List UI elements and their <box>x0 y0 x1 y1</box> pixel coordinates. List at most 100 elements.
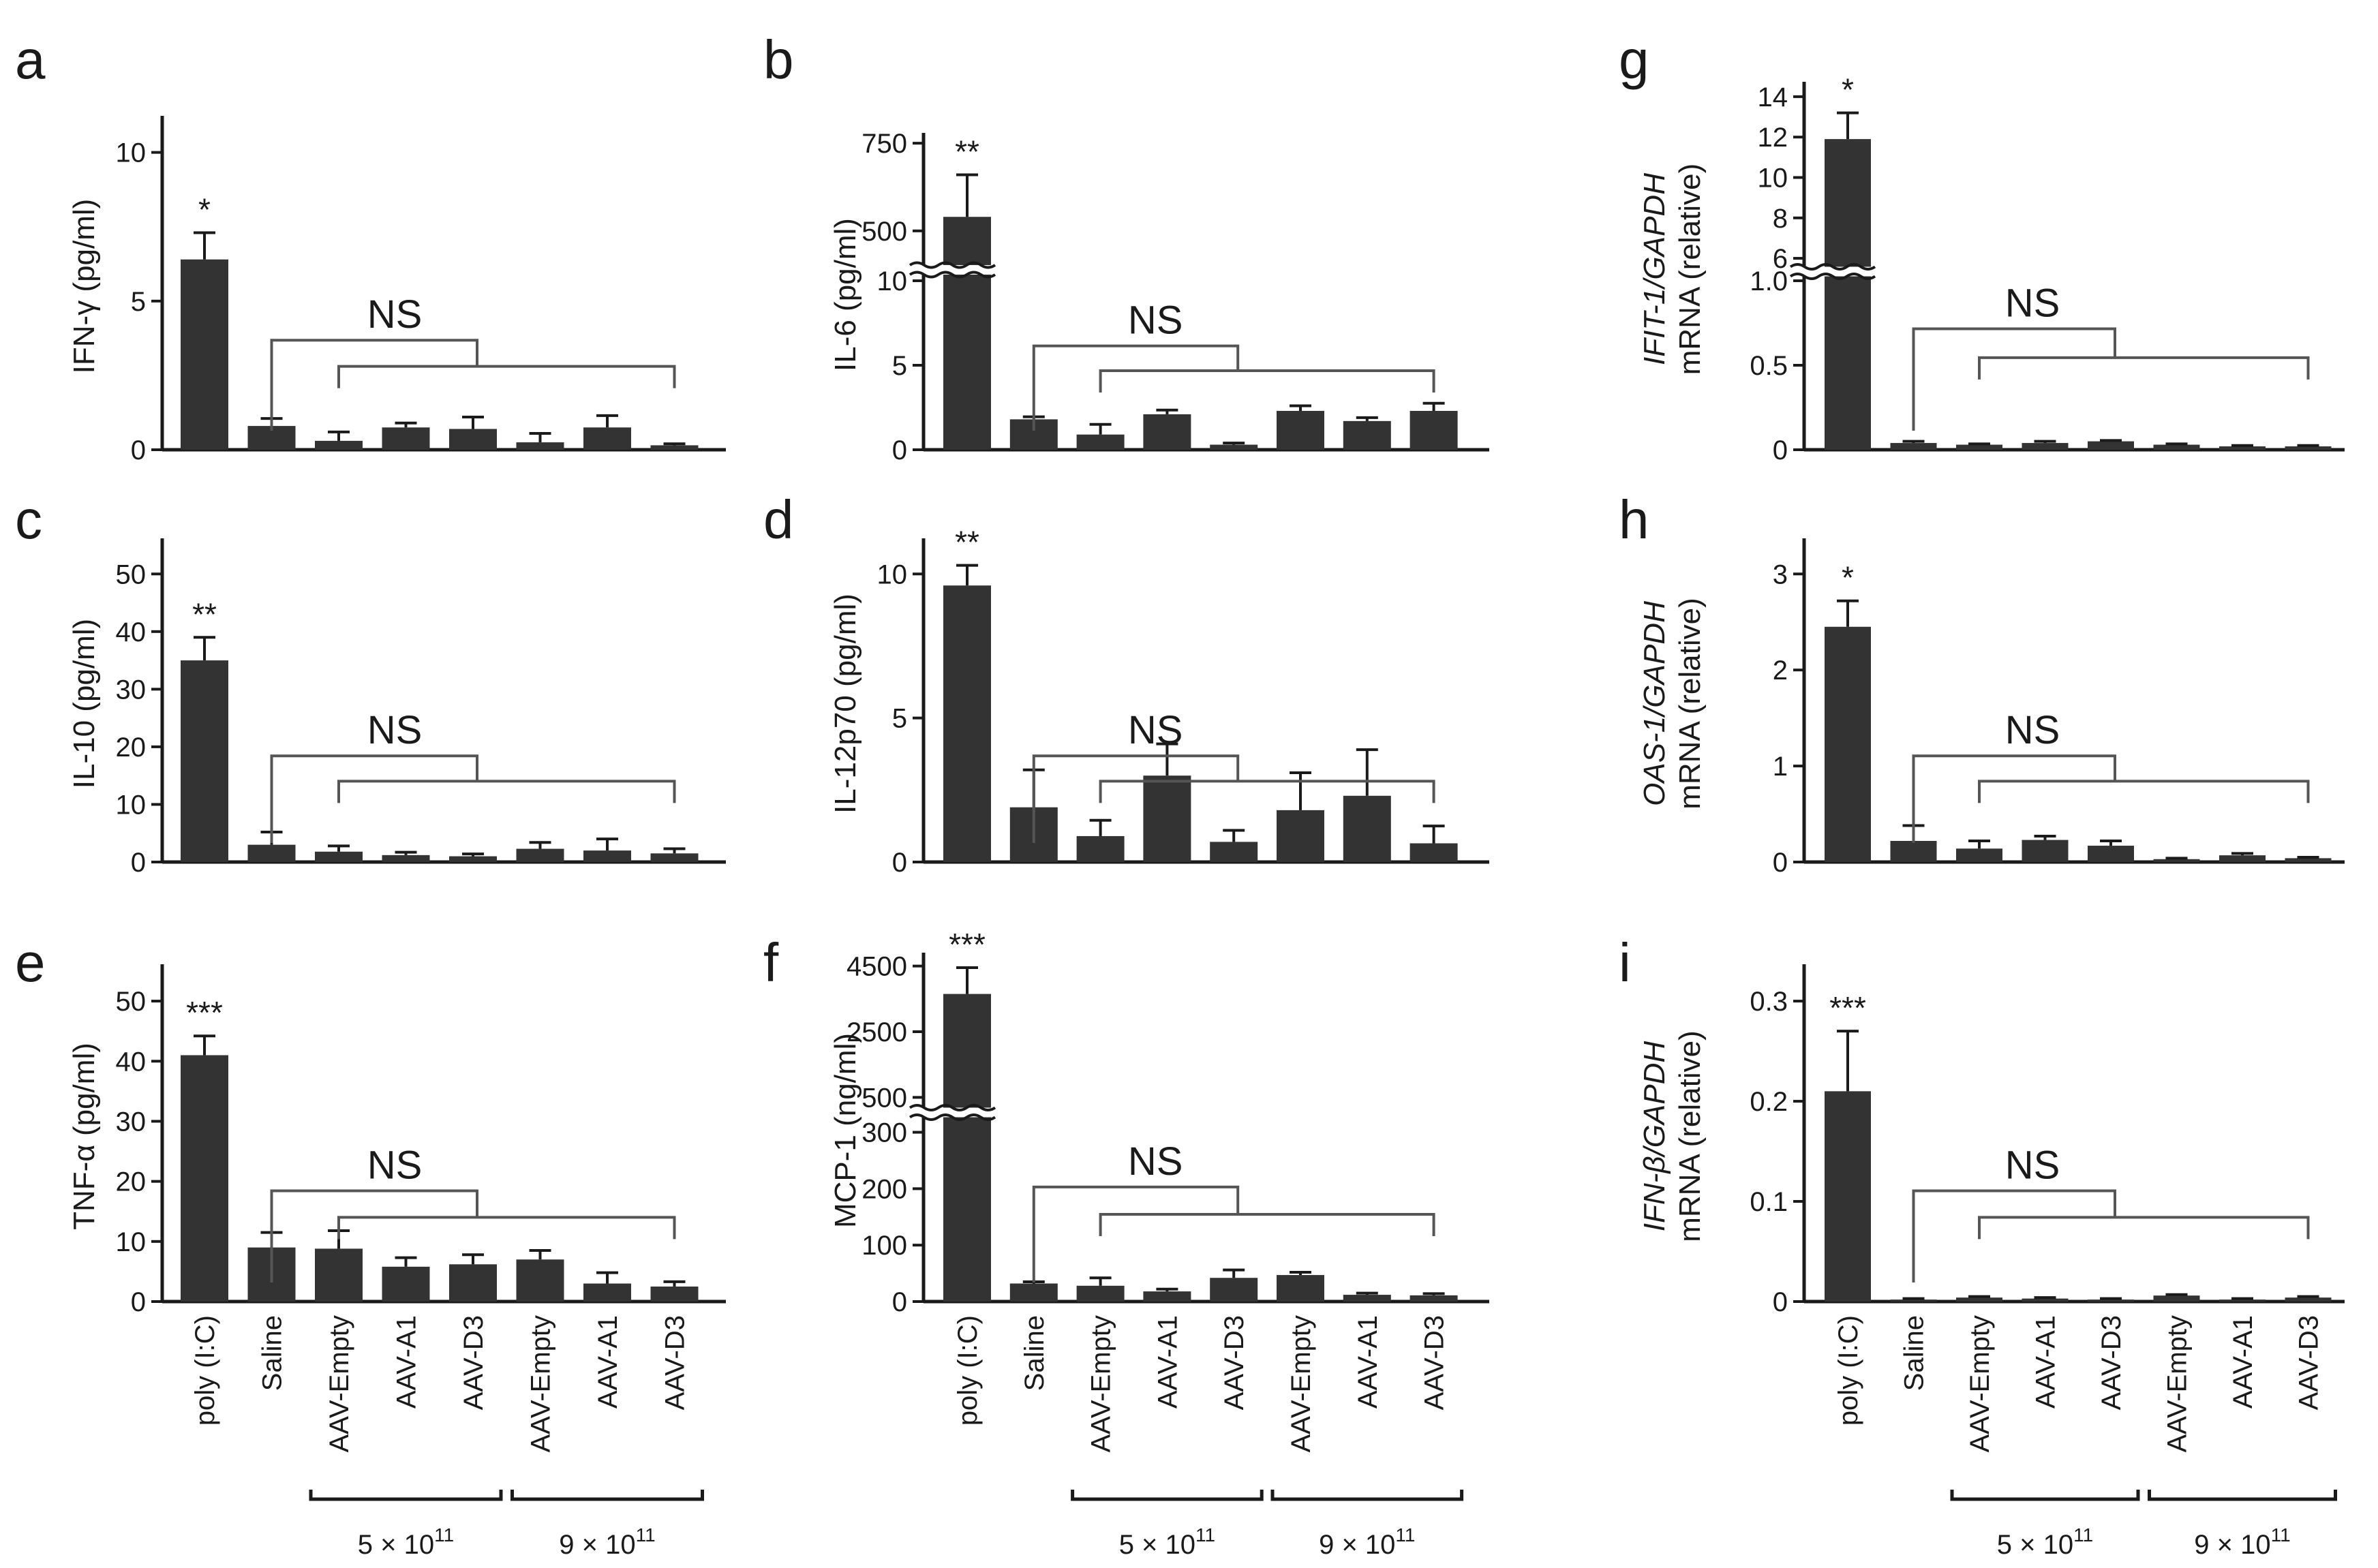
bar-f-6 <box>1343 1295 1391 1302</box>
y-tick-label: 0 <box>1773 848 1788 878</box>
category-label: AAV-Empty <box>526 1315 556 1453</box>
ns-bracket-groups <box>1978 356 2310 380</box>
bar-f-3 <box>1143 1291 1191 1302</box>
significance-label: ** <box>955 525 979 560</box>
category-label: AAV-A1 <box>2228 1315 2258 1409</box>
panel-letter-h: h <box>1619 489 1649 550</box>
bar-c-3 <box>382 855 430 862</box>
panel-f: f 0 100 200 300 500 2500 4500 MCP-1 (ng/ml) *** NS… <box>763 927 1489 1560</box>
ns-label: NS <box>367 292 423 337</box>
y-axis-label: IL-6 (pg/ml) <box>829 218 862 371</box>
dose-label: 5 × 1011 <box>1119 1524 1215 1560</box>
bar-b-4 <box>1210 444 1258 450</box>
bar-a-5 <box>516 442 564 450</box>
bar-h-6 <box>2219 855 2266 862</box>
bar-c-6 <box>583 850 631 862</box>
bar-e-0 <box>181 1055 228 1302</box>
y-axis-label: mRNA (relative) <box>1673 164 1707 375</box>
bar-h-3 <box>2022 840 2069 862</box>
bar-g-6 <box>2219 446 2266 450</box>
panel-e: e 0 10 20 30 40 50 TNF-α (pg/ml) *** NS poly (I:C)… <box>15 932 726 1560</box>
ns-bracket-saline <box>1912 327 2116 431</box>
bar-c-5 <box>516 848 564 862</box>
y-tick-label: 0 <box>131 848 146 878</box>
y-tick-label: 1 <box>1773 752 1788 782</box>
y-tick-label: 0 <box>892 848 907 878</box>
ns-bracket-saline <box>1032 754 1240 843</box>
y-axis-label: mRNA (relative) <box>1673 1030 1707 1242</box>
panel-b: b 0 5 10 500 750 IL-6 (pg/ml) ** NS <box>763 29 1489 465</box>
bar-h-5 <box>2153 859 2200 862</box>
ns-bracket-groups <box>1099 1212 1435 1236</box>
bar-c-2 <box>315 851 363 862</box>
bar-a-6 <box>583 427 631 450</box>
y-tick-label: 0.3 <box>1750 987 1788 1017</box>
panel-letter-c: c <box>15 489 42 550</box>
panel-letter-f: f <box>763 932 779 993</box>
dose-bracket <box>1950 1490 2140 1501</box>
category-label: AAV-A1 <box>392 1315 422 1409</box>
y-tick-label: 0 <box>892 1287 907 1317</box>
panel-c: c 0 10 20 30 40 50 IL-10 (pg/ml) ** NS <box>15 489 726 878</box>
bar-i-7 <box>2285 1297 2332 1302</box>
bar-b-7 <box>1409 410 1458 450</box>
bar-d-7 <box>1409 843 1458 862</box>
category-label: AAV-Empty <box>2163 1315 2193 1453</box>
bar-d-3 <box>1143 775 1191 862</box>
dose-label: 5 × 1011 <box>1997 1524 2093 1560</box>
significance-label: * <box>1842 560 1854 596</box>
panel-letter-e: e <box>15 932 46 993</box>
y-tick-label: 10 <box>116 138 147 168</box>
y-tick-label: 8 <box>1773 204 1788 234</box>
panel-d: d 0 5 10 IL-12p70 (pg/ml) ** NS <box>763 489 1489 878</box>
bar-c-4 <box>449 856 497 862</box>
bar-a-4 <box>449 429 497 450</box>
significance-label: * <box>1842 72 1854 108</box>
y-tick-label: 40 <box>116 1047 147 1077</box>
category-label: AAV-D3 <box>660 1315 690 1410</box>
ns-bracket-saline <box>1032 1185 1240 1282</box>
bar-e-2 <box>315 1248 363 1302</box>
category-label: AAV-Empty <box>1286 1315 1316 1453</box>
bar-c-7 <box>650 853 699 862</box>
bar-b-2 <box>1076 434 1125 450</box>
panel-letter-d: d <box>763 489 794 550</box>
bar-f-0 <box>943 994 991 1302</box>
bar-i-0 <box>1825 1091 1871 1302</box>
category-label: AAV-Empty <box>1965 1315 1995 1453</box>
bar-g-4 <box>2088 441 2134 450</box>
ns-bracket-groups <box>337 365 676 388</box>
bar-i-3 <box>2022 1298 2069 1302</box>
y-tick-label: 50 <box>116 559 147 589</box>
y-tick-label: 0.1 <box>1750 1187 1788 1217</box>
y-tick-label: 2500 <box>847 1017 907 1047</box>
bar-b-3 <box>1143 414 1191 450</box>
y-axis-label-gene: OAS-1/GAPDH <box>1638 601 1671 806</box>
bar-b-5 <box>1277 410 1324 450</box>
y-tick-label: 10 <box>116 790 147 820</box>
category-label: AAV-D3 <box>1219 1315 1249 1410</box>
bar-f-7 <box>1409 1295 1458 1302</box>
bar-i-6 <box>2219 1300 2266 1302</box>
y-tick-label: 10 <box>1758 163 1788 193</box>
bar-c-1 <box>247 844 296 862</box>
panel-a: a 0 5 10 IFN-γ (pg/ml) * NS <box>15 29 726 465</box>
y-tick-label: 20 <box>116 733 147 763</box>
y-tick-label: 5 <box>131 287 146 317</box>
y-axis-label: IL-12p70 (pg/ml) <box>829 594 862 814</box>
category-label: Saline <box>1020 1315 1050 1391</box>
ns-bracket-groups <box>1099 369 1435 393</box>
axis-break-mark <box>1789 273 1876 280</box>
y-tick-label: 4500 <box>847 952 907 982</box>
ns-label: NS <box>2005 708 2060 752</box>
axis-break-mark <box>909 261 996 269</box>
y-axis-label: TNF-α (pg/ml) <box>67 1043 101 1230</box>
significance-label: ** <box>955 134 979 169</box>
y-axis-label: mRNA (relative) <box>1673 598 1707 810</box>
category-label: AAV-D3 <box>1420 1315 1450 1410</box>
y-tick-label: 2 <box>1773 656 1788 686</box>
y-tick-label: 5 <box>892 704 907 734</box>
y-tick-label: 200 <box>862 1174 907 1204</box>
ns-bracket-groups <box>337 1216 676 1240</box>
